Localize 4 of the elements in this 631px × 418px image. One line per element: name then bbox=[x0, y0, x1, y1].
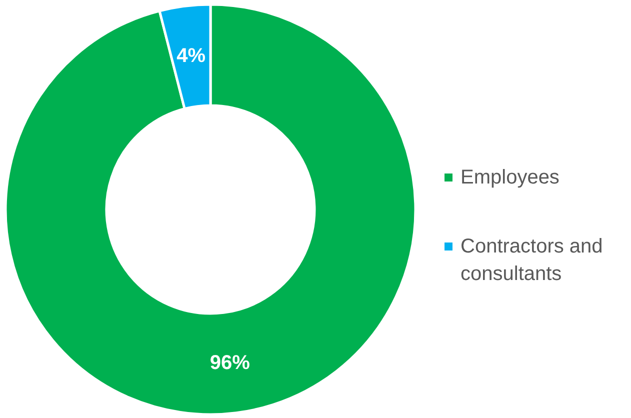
data-label: 96% bbox=[210, 352, 250, 374]
legend-label: Contractors and consultants bbox=[460, 236, 603, 285]
legend-label: Employees bbox=[460, 166, 560, 188]
data-label: 4% bbox=[176, 45, 206, 68]
